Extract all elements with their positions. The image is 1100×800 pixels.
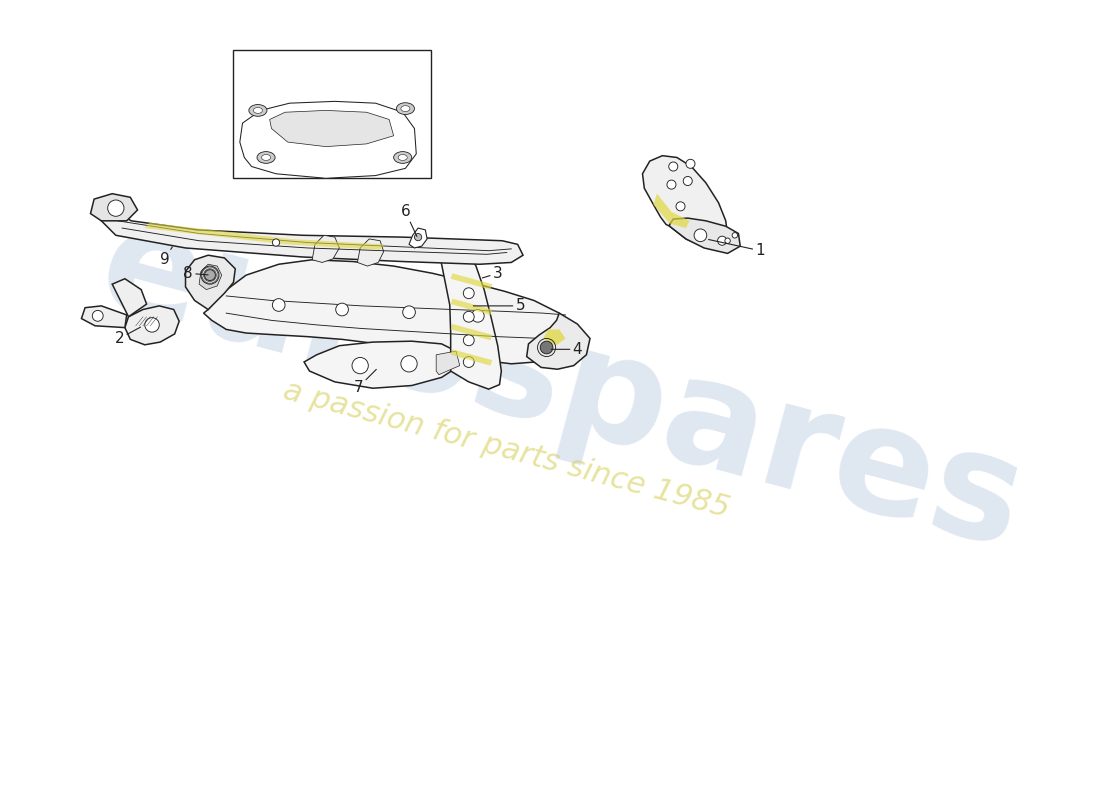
Polygon shape	[670, 218, 740, 254]
Polygon shape	[204, 260, 574, 364]
Circle shape	[273, 239, 279, 246]
Polygon shape	[304, 341, 460, 388]
Text: 6: 6	[400, 204, 417, 237]
FancyBboxPatch shape	[233, 50, 431, 178]
Polygon shape	[112, 278, 146, 317]
Polygon shape	[451, 350, 493, 366]
Polygon shape	[125, 306, 179, 345]
Circle shape	[667, 180, 676, 189]
Text: 9: 9	[160, 246, 173, 267]
Circle shape	[92, 310, 103, 322]
Polygon shape	[312, 235, 340, 262]
Text: a passion for parts since 1985: a passion for parts since 1985	[280, 376, 734, 523]
Circle shape	[463, 311, 474, 322]
Text: 8: 8	[184, 266, 208, 281]
Polygon shape	[653, 194, 690, 228]
Text: 2: 2	[114, 327, 141, 346]
Ellipse shape	[400, 106, 410, 111]
Ellipse shape	[253, 107, 263, 114]
Polygon shape	[90, 194, 138, 221]
Polygon shape	[186, 255, 235, 310]
Circle shape	[463, 288, 474, 298]
Circle shape	[463, 335, 474, 346]
Polygon shape	[441, 242, 502, 389]
Text: 3: 3	[482, 266, 503, 281]
Circle shape	[686, 159, 695, 168]
Circle shape	[733, 233, 737, 238]
Text: 4: 4	[551, 342, 582, 357]
Text: 1: 1	[708, 239, 764, 258]
Text: 7: 7	[353, 370, 376, 395]
Circle shape	[725, 238, 730, 243]
Polygon shape	[642, 156, 727, 246]
Ellipse shape	[249, 105, 267, 116]
Polygon shape	[437, 351, 460, 374]
Polygon shape	[199, 264, 222, 290]
Circle shape	[676, 202, 685, 211]
Polygon shape	[270, 110, 394, 146]
Circle shape	[400, 356, 417, 372]
Polygon shape	[451, 274, 493, 290]
Circle shape	[717, 236, 727, 246]
Polygon shape	[358, 239, 384, 266]
Polygon shape	[101, 212, 524, 264]
Polygon shape	[240, 102, 416, 178]
Circle shape	[205, 270, 216, 281]
Circle shape	[352, 358, 368, 374]
Polygon shape	[81, 306, 126, 328]
Ellipse shape	[398, 154, 407, 161]
Ellipse shape	[262, 154, 271, 161]
Polygon shape	[543, 330, 565, 346]
Circle shape	[669, 162, 678, 171]
Text: eurospares: eurospares	[84, 194, 1038, 579]
Ellipse shape	[394, 151, 411, 163]
Circle shape	[108, 200, 124, 216]
Circle shape	[683, 177, 692, 186]
Polygon shape	[451, 324, 493, 340]
Circle shape	[472, 310, 484, 322]
Polygon shape	[451, 298, 493, 315]
Polygon shape	[145, 222, 385, 250]
Ellipse shape	[396, 102, 415, 114]
Circle shape	[415, 234, 421, 241]
Circle shape	[336, 303, 349, 316]
Circle shape	[463, 357, 474, 367]
Ellipse shape	[257, 151, 275, 163]
Circle shape	[694, 229, 707, 242]
Polygon shape	[409, 228, 427, 248]
Circle shape	[273, 298, 285, 311]
Circle shape	[145, 318, 160, 332]
Text: 5: 5	[473, 298, 525, 314]
Circle shape	[403, 306, 416, 318]
Polygon shape	[527, 313, 590, 370]
Circle shape	[540, 341, 553, 354]
